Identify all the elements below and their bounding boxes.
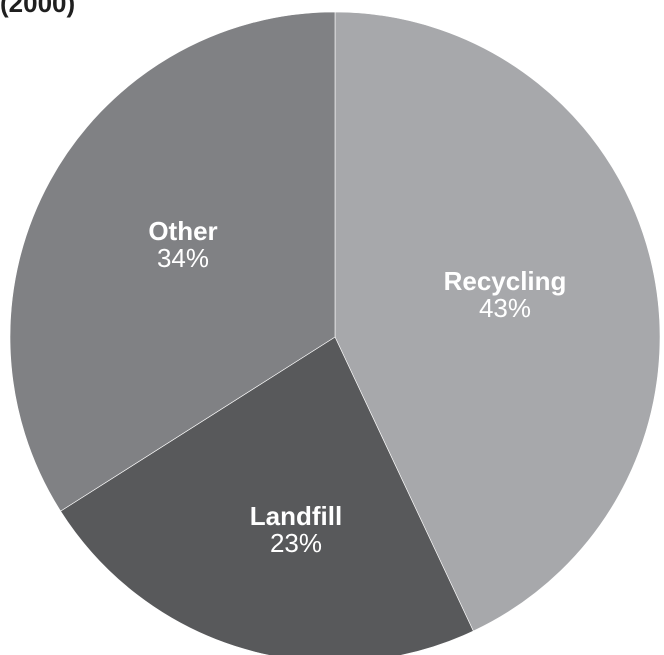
pie-slices <box>9 11 661 655</box>
slice-value-recycling: 43% <box>479 293 531 323</box>
slice-value-other: 34% <box>157 243 209 273</box>
slice-label-recycling: Recycling <box>444 266 567 296</box>
slice-label-landfill: Landfill <box>250 501 342 531</box>
pie-slice-recycling <box>334 11 661 632</box>
pie-slice-other <box>9 11 336 512</box>
slice-value-landfill: 23% <box>270 528 322 558</box>
chart-title: (2000) <box>0 0 76 18</box>
slice-label-other: Other <box>148 216 217 246</box>
pie-slice-landfill <box>60 336 474 655</box>
